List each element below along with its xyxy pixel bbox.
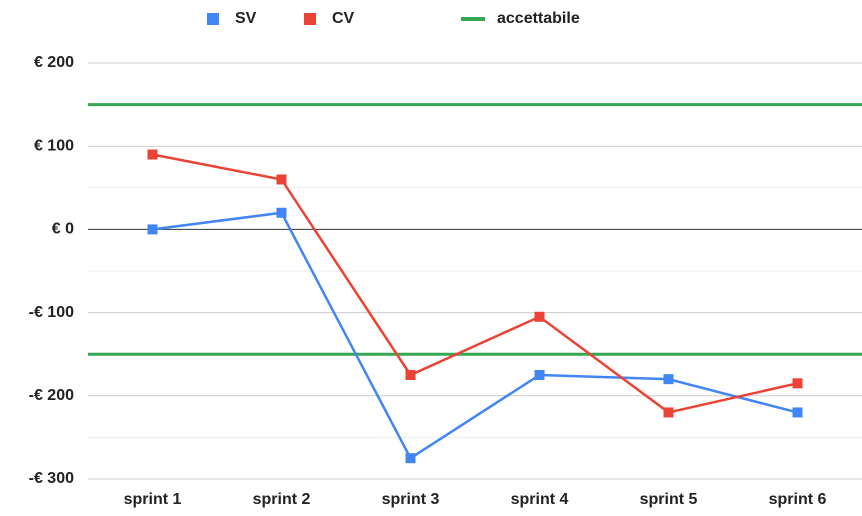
x-tick-label: sprint 3 (382, 491, 440, 508)
y-tick-label: € 100 (34, 137, 74, 154)
point (276, 174, 287, 185)
legend-label: accettabile (497, 10, 580, 27)
legend-swatch (304, 13, 316, 25)
point (534, 311, 545, 322)
point (405, 453, 416, 464)
point (663, 374, 674, 385)
series-line (152, 153, 798, 414)
legend-swatch (207, 13, 219, 25)
point (276, 207, 287, 218)
point (534, 370, 545, 380)
y-tick-label: -€ 100 (29, 304, 74, 321)
x-tick-label: sprint 4 (511, 491, 569, 508)
y-tick-label: € 200 (34, 54, 74, 71)
legend-label: CV (332, 10, 355, 27)
legend-label: SV (235, 10, 257, 27)
x-tick-label: sprint 2 (253, 491, 311, 508)
y-tick-label: -€ 200 (29, 387, 74, 404)
point (147, 149, 158, 160)
point (405, 370, 416, 380)
point (147, 224, 158, 235)
y-tick-label: -€ 300 (29, 470, 74, 487)
point (663, 407, 674, 418)
y-tick-label: € 0 (52, 221, 74, 238)
x-tick-label: sprint 1 (124, 491, 182, 508)
point (792, 378, 803, 389)
x-tick-label: sprint 6 (769, 491, 827, 508)
point (792, 407, 803, 418)
x-tick-label: sprint 5 (640, 491, 698, 508)
series-line (152, 211, 798, 460)
